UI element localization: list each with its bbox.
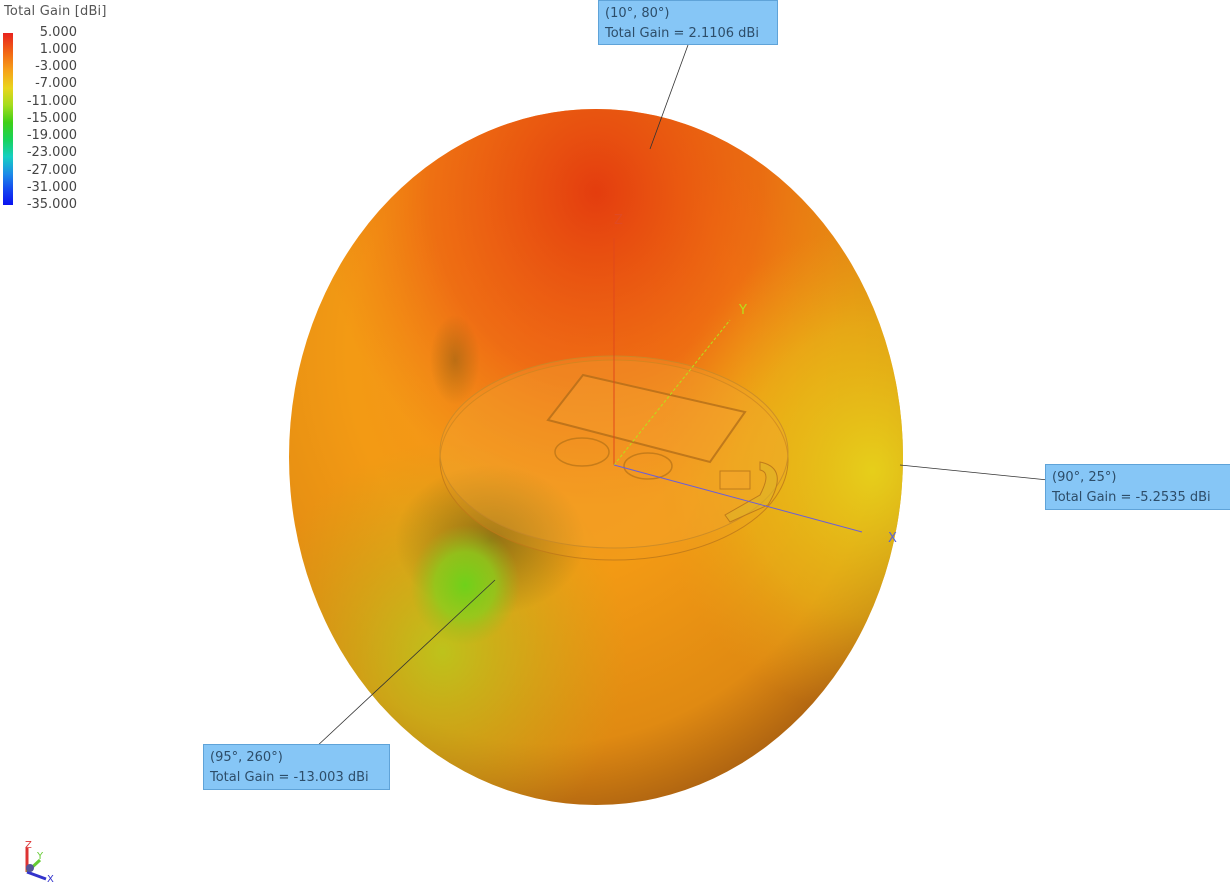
annotation-angle: (10°, 80°) <box>605 6 670 21</box>
annotation-angle: (95°, 260°) <box>210 750 283 765</box>
annotation-value: Total Gain = 2.1106 dBi <box>605 26 759 41</box>
legend-tick: -35.000 <box>26 197 77 212</box>
y-axis-label: Y <box>738 303 747 318</box>
triad-z-label: Z <box>25 840 32 851</box>
triad-y-label: Y <box>36 851 44 862</box>
annotation-leader <box>649 44 689 150</box>
legend-tick: -15.000 <box>26 111 77 126</box>
legend-tick: 5.000 <box>39 25 77 40</box>
z-axis-label: Z <box>614 213 623 228</box>
legend-tick: -27.000 <box>26 163 77 178</box>
legend-title: Total Gain [dBi] <box>4 4 107 19</box>
annotation-angle: (90°, 25°) <box>1052 470 1117 485</box>
orientation-triad-icon: Z Y X <box>25 840 54 882</box>
legend-colorbar <box>3 33 13 205</box>
annotation-marker[interactable]: (90°, 25°) Total Gain = -5.2535 dBi <box>1045 464 1230 510</box>
triad-x-label: X <box>47 874 54 882</box>
annotation-value: Total Gain = -5.2535 dBi <box>1052 490 1211 505</box>
annotation-leader <box>899 464 1049 481</box>
legend-tick: -23.000 <box>26 145 77 160</box>
annotation-value: Total Gain = -13.003 dBi <box>210 770 369 785</box>
legend-tick: -11.000 <box>26 94 77 109</box>
annotation-leader <box>299 579 496 763</box>
legend-tick: -7.000 <box>35 76 77 91</box>
legend-tick: -19.000 <box>26 128 77 143</box>
legend-tick: -3.000 <box>35 59 77 74</box>
annotation-marker[interactable]: (95°, 260°) Total Gain = -13.003 dBi <box>203 744 390 790</box>
x-axis-label: X <box>888 531 897 546</box>
annotation-marker[interactable]: (10°, 80°) Total Gain = 2.1106 dBi <box>598 0 778 45</box>
legend-tick: 1.000 <box>39 42 77 57</box>
legend-tick: -31.000 <box>26 180 77 195</box>
